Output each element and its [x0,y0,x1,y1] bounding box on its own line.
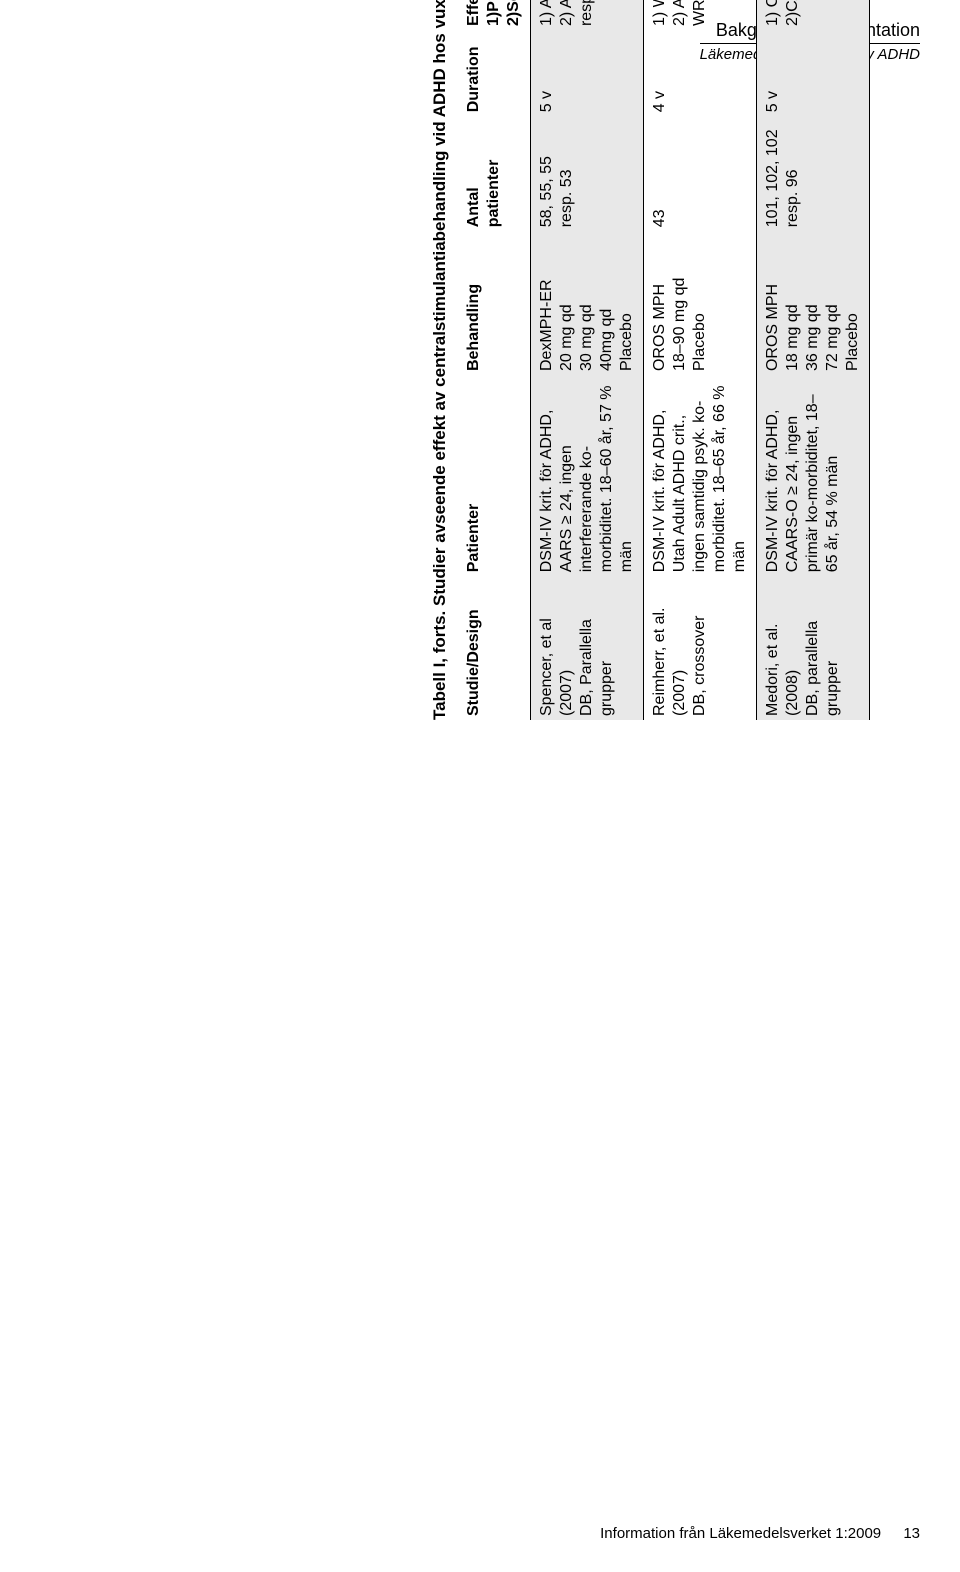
cell-effektmatt: 1) WRAADDS2) AARS, WRAADDS-resp. [644,0,757,30]
cell-study: Reimherr, et al. (2007)DB, crossover [644,576,757,720]
cell-antal: 58, 55, 55 resp. 53 [531,116,644,231]
table-body: Spencer, et al (2007)DB, Parallella grup… [531,0,870,720]
cell-study: Spencer, et al (2007)DB, Parallella grup… [531,576,644,720]
cell-behandling: OROS MPH18 mg qd36 mg qd72 mg qdPlacebo [757,231,870,375]
cell-antal: 101, 102, 102 resp. 96 [757,116,870,231]
studies-table: Studie/Design Patienter Behandling Antal… [458,0,870,720]
footer-text: Information från Läkemedelsverket 1:2009 [600,1525,881,1542]
col-header-effektmatt: Effektmått1)Primärt2)Sekundära [458,0,531,30]
cell-patienter: DSM-IV krit. för ADHD, CAARS-O ≥ 24, ing… [757,375,870,576]
table-caption: Tabell I, forts. Studier avseende effekt… [430,0,450,720]
rotated-table-wrapper: Tabell I, forts. Studier avseende effekt… [430,0,870,720]
cell-effektmatt: 1) CAARS-O2)CAARS-O-resp. [757,0,870,30]
page-number: 13 [903,1525,920,1542]
cell-patienter: DSM-IV krit. för ADHD, Utah Adult ADHD c… [644,375,757,576]
cell-patienter: DSM-IV krit. för ADHD, AARS ≥ 24, ingen … [531,375,644,576]
page-footer: Information från Läkemedelsverket 1:2009… [600,1525,920,1542]
col-header-study: Studie/Design [458,576,531,720]
table-row: Medori, et al. (2008)DB, parallella grup… [757,0,870,720]
cell-duration: 5 v [531,30,644,116]
cell-duration: 5 v [757,30,870,116]
col-header-antal: Antal patienter [458,116,531,231]
cell-duration: 4 v [644,30,757,116]
cell-behandling: DexMPH-ER20 mg qd30 mg qd40mg qdPlacebo [531,231,644,375]
col-header-behandling: Behandling [458,231,531,375]
table-row: Spencer, et al (2007)DB, Parallella grup… [531,0,644,720]
col-header-duration: Duration [458,30,531,116]
cell-effektmatt: 1) AARS2) AARS-responders [531,0,644,30]
cell-behandling: OROS MPH18–90 mg qdPlacebo [644,231,757,375]
col-header-patienter: Patienter [458,375,531,576]
cell-study: Medori, et al. (2008)DB, parallella grup… [757,576,870,720]
table-header-row: Studie/Design Patienter Behandling Antal… [458,0,531,720]
cell-antal: 43 [644,116,757,231]
table-row: Reimherr, et al. (2007)DB, crossoverDSM-… [644,0,757,720]
